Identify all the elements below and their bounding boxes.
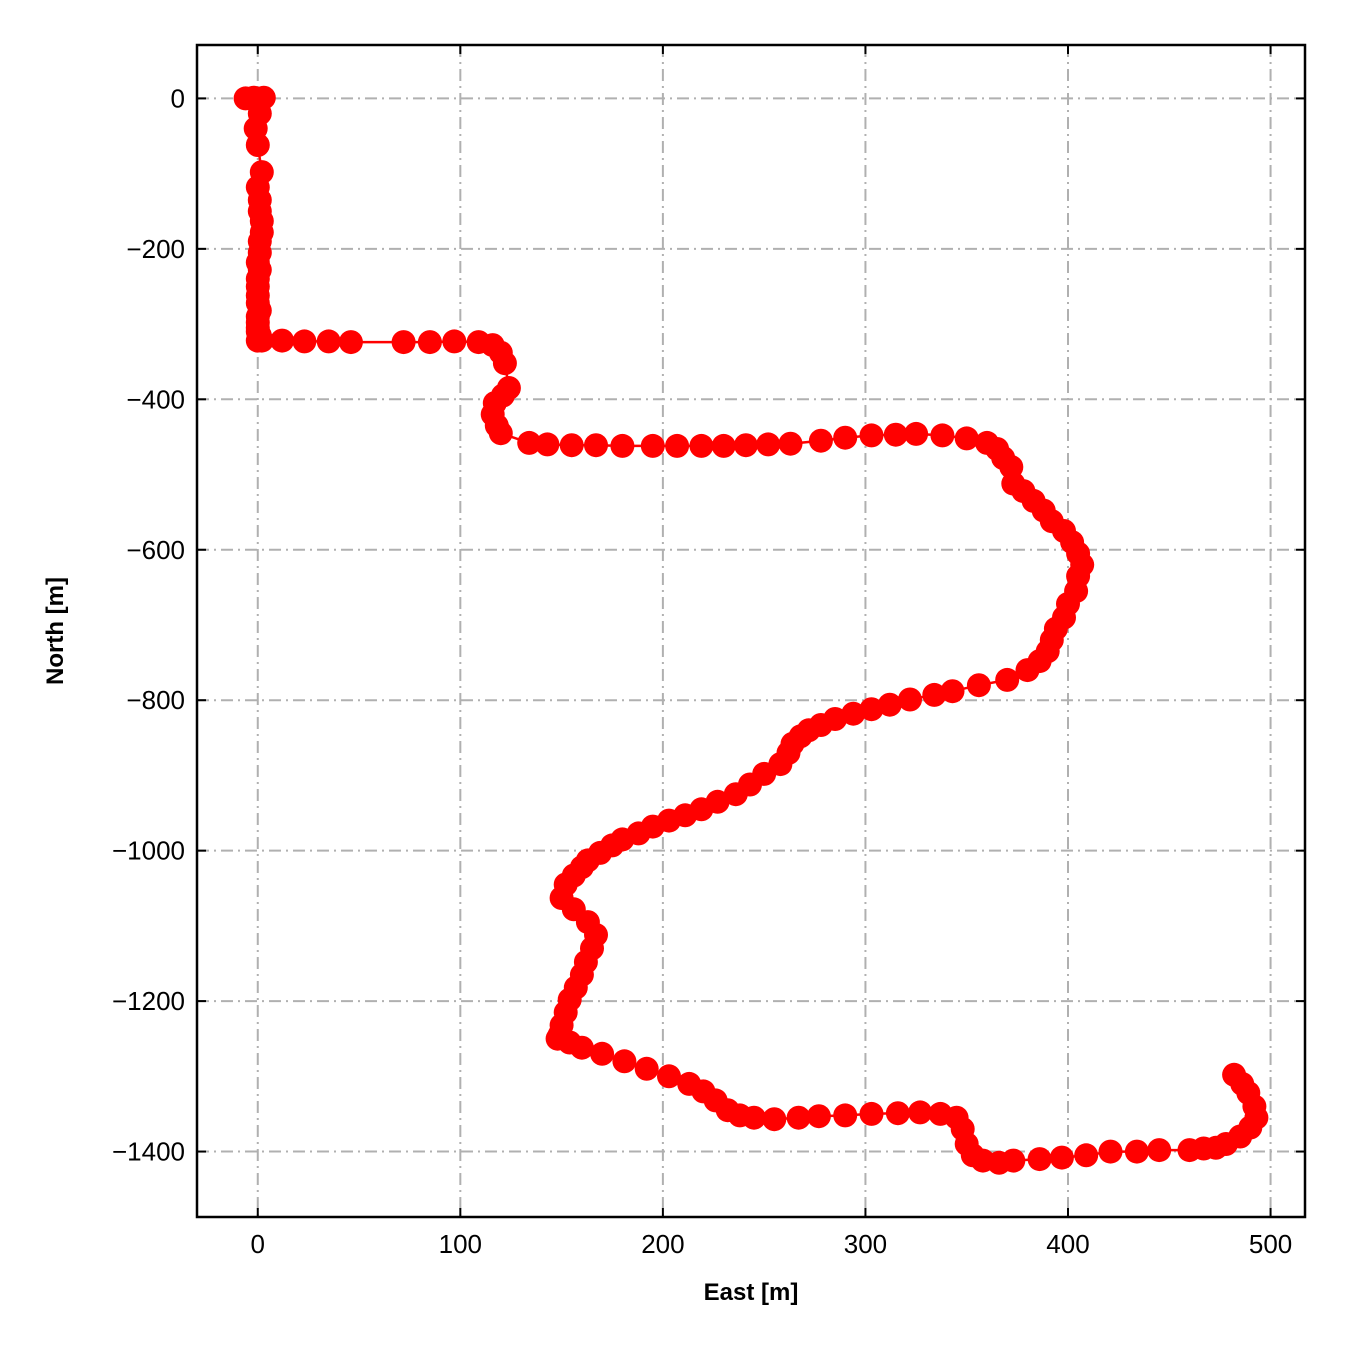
trajectory-point — [762, 1107, 787, 1132]
trajectory-point — [1074, 1143, 1099, 1168]
trajectory-point — [535, 432, 560, 457]
trajectory-point — [640, 433, 665, 458]
trajectory-point — [841, 701, 866, 726]
trajectory-point — [245, 133, 270, 157]
x-axis-label: East [m] — [704, 1279, 799, 1306]
trajectory-point — [922, 682, 947, 707]
trajectory-point — [590, 1041, 615, 1066]
trajectory-point — [270, 328, 295, 353]
trajectory-point — [517, 430, 542, 455]
trajectory-point — [1147, 1138, 1172, 1163]
trajectory-point — [1222, 1062, 1247, 1087]
y-tick-label: 0 — [171, 83, 185, 113]
y-axis-label: North [m] — [42, 577, 69, 685]
trajectory-point — [492, 351, 517, 376]
y-tick-label: −1400 — [112, 1137, 185, 1167]
trajectory-point — [995, 667, 1020, 692]
trajectory-point — [442, 329, 467, 354]
trajectory-point — [723, 782, 748, 807]
trajectory-point — [908, 1100, 933, 1125]
x-tick-label: 100 — [439, 1229, 482, 1259]
x-tick-label: 300 — [844, 1229, 887, 1259]
y-tick-label: −1000 — [112, 836, 185, 866]
trajectory-point — [833, 425, 858, 450]
trajectory-point — [488, 421, 513, 446]
trajectory-point — [742, 1105, 766, 1130]
trajectory-point — [417, 330, 442, 355]
trajectory-point — [756, 432, 781, 457]
trajectory-point — [898, 687, 922, 712]
trajectory-point — [1027, 1147, 1052, 1172]
trajectory-point — [316, 329, 341, 354]
trajectory-point — [391, 330, 416, 355]
trajectory-point — [1001, 1148, 1026, 1173]
trajectory-point — [249, 328, 274, 353]
trajectory-point — [338, 330, 363, 355]
trajectory-point — [612, 1049, 637, 1074]
tick-layer: 0 100 200 300 400 500 0 −200 −400 −600 −800 −1000 −1… — [112, 45, 1305, 1259]
x-tick-label: 200 — [641, 1229, 684, 1259]
trajectory-point — [930, 423, 955, 448]
x-tick-label: 400 — [1046, 1229, 1089, 1259]
trajectory-point — [885, 1101, 910, 1126]
trajectory-point — [966, 673, 991, 698]
trajectory-point — [904, 421, 929, 446]
trajectory-point — [733, 433, 758, 458]
trajectory-point — [778, 431, 803, 456]
trajectory-point — [806, 1104, 831, 1129]
trajectory-point — [569, 1035, 594, 1060]
trajectory-point — [833, 1103, 858, 1128]
trajectory-point — [610, 433, 635, 458]
plot-frame — [195, 43, 1307, 1219]
trajectory-point — [1124, 1139, 1149, 1164]
trajectory-point — [657, 1064, 681, 1089]
trajectory-point — [954, 426, 979, 451]
trajectory-point — [689, 433, 714, 458]
y-tick-label: −400 — [126, 384, 185, 414]
trajectory-point — [1098, 1139, 1123, 1164]
y-tick-label: −800 — [126, 685, 185, 715]
trajectory-point — [940, 679, 965, 704]
trajectory-point — [1015, 658, 1040, 683]
data-layer — [233, 85, 1269, 1175]
y-tick-label: −200 — [126, 234, 185, 264]
trajectory-point — [584, 433, 608, 458]
y-tick-label: −1200 — [112, 986, 185, 1016]
x-tick-label: 500 — [1249, 1229, 1292, 1259]
trajectory-point — [808, 428, 833, 453]
trajectory-point — [292, 329, 317, 354]
trajectory-point — [859, 1101, 884, 1126]
trajectory-point — [665, 433, 690, 458]
trajectory-point — [634, 1056, 659, 1081]
y-tick-label: −600 — [126, 535, 185, 565]
trajectory-point — [786, 1105, 811, 1130]
x-tick-label: 0 — [251, 1229, 265, 1259]
trajectory-point — [1049, 1145, 1074, 1170]
trajectory-point — [883, 422, 908, 447]
trajectory-point — [711, 433, 736, 458]
trajectory-point — [859, 697, 884, 722]
trajectory-point — [559, 433, 584, 458]
trajectory-point — [859, 423, 884, 448]
trajectory-point — [877, 692, 902, 717]
